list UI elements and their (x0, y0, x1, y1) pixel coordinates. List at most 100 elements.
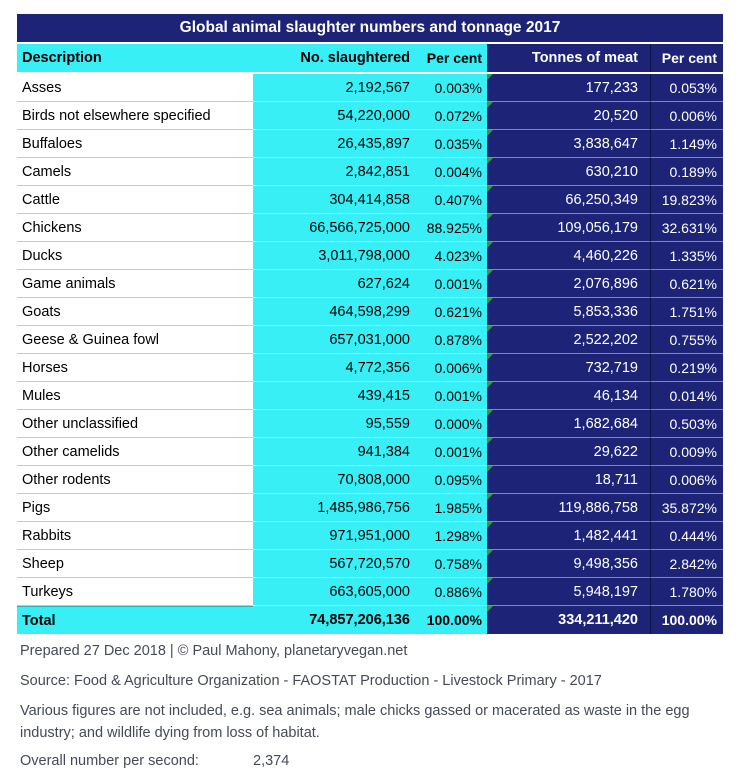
row-slaughtered-percent: 0.000% (420, 410, 487, 438)
cell-error-marker-icon (487, 354, 493, 360)
table-row: Camels 2,842,851 0.004% 630,210 0.189% (17, 158, 723, 186)
cell-error-marker-icon (487, 382, 493, 388)
row-tonnes-percent: 0.014% (650, 382, 723, 410)
cell-error-marker-icon (487, 466, 493, 472)
table-row: Mules 439,415 0.001% 46,134 0.014% (17, 382, 723, 410)
row-slaughtered-percent: 0.001% (420, 438, 487, 466)
row-description: Other camelids (17, 438, 253, 466)
header-no-slaughtered: No. slaughtered (253, 44, 420, 72)
row-tonnes-value: 9,498,356 (573, 555, 638, 572)
row-slaughtered: 2,842,851 (253, 158, 420, 186)
row-tonnes-value: 630,210 (585, 163, 638, 180)
table-row: Geese & Guinea fowl 657,031,000 0.878% 2… (17, 326, 723, 354)
table-row: Chickens 66,566,725,000 88.925% 109,056,… (17, 214, 723, 242)
row-slaughtered-percent: 0.003% (420, 74, 487, 102)
table-row: Other camelids 941,384 0.001% 29,622 0.0… (17, 438, 723, 466)
header-tonnes-of-meat: Tonnes of meat (487, 44, 650, 72)
cell-error-marker-icon (487, 522, 493, 528)
cell-error-marker-icon (487, 186, 493, 192)
table-header-row: Description No. slaughtered Per cent Ton… (17, 44, 723, 72)
table-title-text: Global animal slaughter numbers and tonn… (179, 19, 561, 36)
row-slaughtered: 627,624 (253, 270, 420, 298)
cell-error-marker-icon (487, 298, 493, 304)
footer-notes: Prepared 27 Dec 2018 | © Paul Mahony, pl… (20, 641, 723, 771)
row-slaughtered: 1,485,986,756 (253, 494, 420, 522)
row-description: Mules (17, 382, 253, 410)
row-tonnes-value: 5,948,197 (573, 583, 638, 600)
row-description: Camels (17, 158, 253, 186)
row-description: Turkeys (17, 578, 253, 606)
row-tonnes-percent: 32.631% (650, 214, 723, 242)
row-description: Horses (17, 354, 253, 382)
row-tonnes: 29,622 (487, 438, 650, 466)
row-slaughtered: 54,220,000 (253, 102, 420, 130)
row-tonnes: 66,250,349 (487, 186, 650, 214)
row-slaughtered-percent: 0.758% (420, 550, 487, 578)
row-tonnes-value: 1,682,684 (573, 415, 638, 432)
cell-error-marker-icon (487, 74, 493, 80)
table-row: Asses 2,192,567 0.003% 177,233 0.053% (17, 74, 723, 102)
table-row: Goats 464,598,299 0.621% 5,853,336 1.751… (17, 298, 723, 326)
row-description: Rabbits (17, 522, 253, 550)
row-slaughtered: 971,951,000 (253, 522, 420, 550)
row-tonnes-value: 66,250,349 (565, 191, 638, 208)
row-description: Game animals (17, 270, 253, 298)
row-tonnes-percent: 0.219% (650, 354, 723, 382)
row-tonnes-percent: 35.872% (650, 494, 723, 522)
row-tonnes-percent: 1.149% (650, 130, 723, 158)
row-description: Birds not elsewhere specified (17, 102, 253, 130)
row-tonnes-percent: 1.335% (650, 242, 723, 270)
row-slaughtered: 26,435,897 (253, 130, 420, 158)
cell-error-marker-icon (487, 494, 493, 500)
row-tonnes: 119,886,758 (487, 494, 650, 522)
table-row: Cattle 304,414,858 0.407% 66,250,349 19.… (17, 186, 723, 214)
table-row: Buffaloes 26,435,897 0.035% 3,838,647 1.… (17, 130, 723, 158)
row-tonnes-percent: 0.444% (650, 522, 723, 550)
row-slaughtered-percent: 0.004% (420, 158, 487, 186)
row-slaughtered-percent: 0.407% (420, 186, 487, 214)
table-total-row: Total 74,857,206,136 100.00% 334,211,420… (17, 606, 723, 634)
row-tonnes: 177,233 (487, 74, 650, 102)
row-tonnes: 630,210 (487, 158, 650, 186)
cell-error-marker-icon (487, 130, 493, 136)
row-slaughtered-percent: 0.001% (420, 270, 487, 298)
cell-error-marker-icon (487, 326, 493, 332)
row-tonnes-value: 46,134 (593, 387, 638, 404)
row-tonnes: 1,482,441 (487, 522, 650, 550)
cell-error-marker-icon (487, 102, 493, 108)
header-tonnes-percent: Per cent (650, 44, 723, 72)
row-slaughtered-percent: 0.886% (420, 578, 487, 606)
row-slaughtered: 464,598,299 (253, 298, 420, 326)
row-slaughtered: 70,808,000 (253, 466, 420, 494)
row-tonnes-value: 4,460,226 (573, 247, 638, 264)
row-tonnes-value: 18,711 (594, 471, 638, 488)
row-slaughtered-percent: 0.095% (420, 466, 487, 494)
row-slaughtered-percent: 1.985% (420, 494, 487, 522)
cell-error-marker-icon (487, 578, 493, 584)
row-tonnes-value: 3,838,647 (573, 135, 638, 152)
row-description: Pigs (17, 494, 253, 522)
row-description: Ducks (17, 242, 253, 270)
row-tonnes: 4,460,226 (487, 242, 650, 270)
row-slaughtered: 2,192,567 (253, 74, 420, 102)
table-body: Asses 2,192,567 0.003% 177,233 0.053% Bi… (17, 74, 723, 606)
cell-error-marker-icon (487, 270, 493, 276)
row-tonnes: 20,520 (487, 102, 650, 130)
row-slaughtered: 95,559 (253, 410, 420, 438)
row-tonnes-value: 2,076,896 (573, 275, 638, 292)
row-slaughtered: 66,566,725,000 (253, 214, 420, 242)
total-tonnes-value: 334,211,420 (558, 612, 638, 628)
table-row: Horses 4,772,356 0.006% 732,719 0.219% (17, 354, 723, 382)
cell-error-marker-icon (487, 410, 493, 416)
row-slaughtered: 657,031,000 (253, 326, 420, 354)
table-row: Sheep 567,720,570 0.758% 9,498,356 2.842… (17, 550, 723, 578)
cell-error-marker-icon (487, 158, 493, 164)
source-line: Source: Food & Agriculture Organization … (20, 673, 602, 689)
row-tonnes-value: 20,520 (593, 107, 638, 124)
row-tonnes: 732,719 (487, 354, 650, 382)
rate-value: 2,374 (253, 753, 290, 769)
header-slaughtered-percent: Per cent (420, 44, 487, 72)
rate-label: Overall number per second: (20, 753, 199, 769)
row-tonnes: 2,522,202 (487, 326, 650, 354)
row-tonnes: 3,838,647 (487, 130, 650, 158)
